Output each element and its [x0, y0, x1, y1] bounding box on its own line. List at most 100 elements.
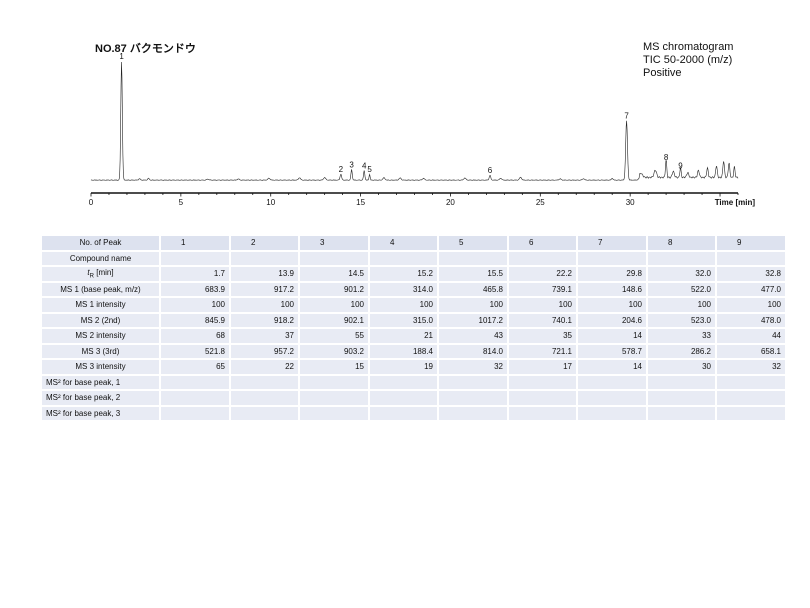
table-cell: 15: [298, 358, 370, 376]
table-cell: 523.0: [646, 311, 717, 329]
table-cell: [715, 249, 787, 267]
x-axis-label: Time [min]: [715, 198, 756, 207]
row-label: tR [min]: [40, 265, 161, 283]
table-cell: 100: [229, 296, 300, 314]
table-cell: 43: [437, 327, 509, 345]
table-cell: [368, 389, 439, 407]
table-cell: 32: [437, 358, 509, 376]
table-cell: [507, 373, 578, 391]
peak-labels: 1 23 4 5 6 7 89: [119, 52, 683, 175]
table-cell: 100: [437, 296, 509, 314]
table-cell: [298, 389, 370, 407]
table-cell: 814.0: [437, 342, 509, 360]
table-cell: 148.6: [576, 280, 648, 298]
table-cell: [646, 404, 717, 422]
table-cell: 522.0: [646, 280, 717, 298]
table-cell: [715, 404, 787, 422]
x-axis: 0 5 10 15 20 25 30 Time [min]: [89, 192, 756, 207]
table-cell: [507, 389, 578, 407]
table-cell: 32.0: [646, 265, 717, 283]
table-cell: 286.2: [646, 342, 717, 360]
table-cell: 578.7: [576, 342, 648, 360]
table-cell: 902.1: [298, 311, 370, 329]
table-cell: [159, 373, 231, 391]
table-cell: 21: [368, 327, 439, 345]
table-cell: 1017.2: [437, 311, 509, 329]
x-tick-label: 20: [446, 198, 455, 207]
column-header-peak: 5: [437, 234, 509, 252]
table-cell: [646, 373, 717, 391]
table-cell: 32.8: [715, 265, 787, 283]
table-cell: 739.1: [507, 280, 578, 298]
trace-group: [90, 61, 739, 181]
table-cell: [576, 249, 648, 267]
table-cell: 1.7: [159, 265, 231, 283]
table-cell: [368, 249, 439, 267]
table-cell: [576, 404, 648, 422]
info-line-polarity: Positive: [643, 67, 682, 79]
table-cell: 100: [507, 296, 578, 314]
page-title: NO.87 バクモンドウ: [95, 43, 196, 55]
table-row: tR [min] 1.7 13.9 14.5 15.2 15.5 22.2 29.8 32.0 3…: [40, 265, 787, 283]
column-header-peak: 4: [368, 234, 439, 252]
table-cell: [507, 404, 578, 422]
table-cell: 100: [715, 296, 787, 314]
x-tick-label: 10: [266, 198, 275, 207]
table-row: Compound name: [40, 249, 787, 267]
column-header-peak: 3: [298, 234, 370, 252]
table-cell: 315.0: [368, 311, 439, 329]
row-label: MS 1 (base peak, m/z): [40, 280, 161, 298]
table-cell: 918.2: [229, 311, 300, 329]
table-row: MS² for base peak, 2: [40, 389, 787, 407]
table-cell: 917.2: [229, 280, 300, 298]
table-cell: [229, 373, 300, 391]
table-row: MS 3 intensity 65 22 15 19 32 17 14 30 32: [40, 358, 787, 376]
table-cell: [229, 389, 300, 407]
table-cell: 957.2: [229, 342, 300, 360]
x-tick-label: 25: [536, 198, 545, 207]
x-tick-label: 0: [89, 198, 94, 207]
table-cell: 204.6: [576, 311, 648, 329]
table-cell: [368, 373, 439, 391]
table-cell: 29.8: [576, 265, 648, 283]
table-cell: 100: [576, 296, 648, 314]
table-row: MS 2 intensity 68 37 55 21 43 35 14 33 44: [40, 327, 787, 345]
table-cell: 33: [646, 327, 717, 345]
table-cell: [298, 404, 370, 422]
table-cell: 30: [646, 358, 717, 376]
table-cell: 100: [298, 296, 370, 314]
table-cell: 901.2: [298, 280, 370, 298]
table-cell: 521.8: [159, 342, 231, 360]
peak-label: 8: [664, 153, 669, 162]
table-cell: 14: [576, 358, 648, 376]
table-row: MS 3 (3rd) 521.8 957.2 903.2 188.4 814.0 721.1…: [40, 342, 787, 360]
peak-table: No. of Peak 1 2 3 4 5 6 7 8 9 Compound name tR [min…: [40, 234, 787, 422]
table-cell: [298, 373, 370, 391]
table-cell: 32: [715, 358, 787, 376]
table-cell: 55: [298, 327, 370, 345]
table-cell: 683.9: [159, 280, 231, 298]
table-cell: [298, 249, 370, 267]
peak-label: 9: [678, 161, 683, 170]
table-cell: [646, 249, 717, 267]
table-row: MS 2 (2nd) 845.9 918.2 902.1 315.0 1017.2 740.…: [40, 311, 787, 329]
column-header-peak: 2: [229, 234, 300, 252]
series-line: [90, 61, 739, 181]
table-cell: 37: [229, 327, 300, 345]
table-cell: 14: [576, 327, 648, 345]
table-cell: 22.2: [507, 265, 578, 283]
table-cell: 22: [229, 358, 300, 376]
peak-label: 6: [488, 166, 493, 175]
table-cell: [159, 249, 231, 267]
table-row: MS² for base peak, 3: [40, 404, 787, 422]
table-cell: [368, 404, 439, 422]
table-cell: 100: [368, 296, 439, 314]
x-tick-label: 5: [179, 198, 184, 207]
table-cell: 188.4: [368, 342, 439, 360]
table-cell: [646, 389, 717, 407]
peak-label: 4: [362, 161, 367, 170]
table-cell: [159, 389, 231, 407]
table-cell: 14.5: [298, 265, 370, 283]
row-label: MS 3 intensity: [40, 358, 161, 376]
table-header-row: No. of Peak 1 2 3 4 5 6 7 8 9: [40, 234, 787, 252]
